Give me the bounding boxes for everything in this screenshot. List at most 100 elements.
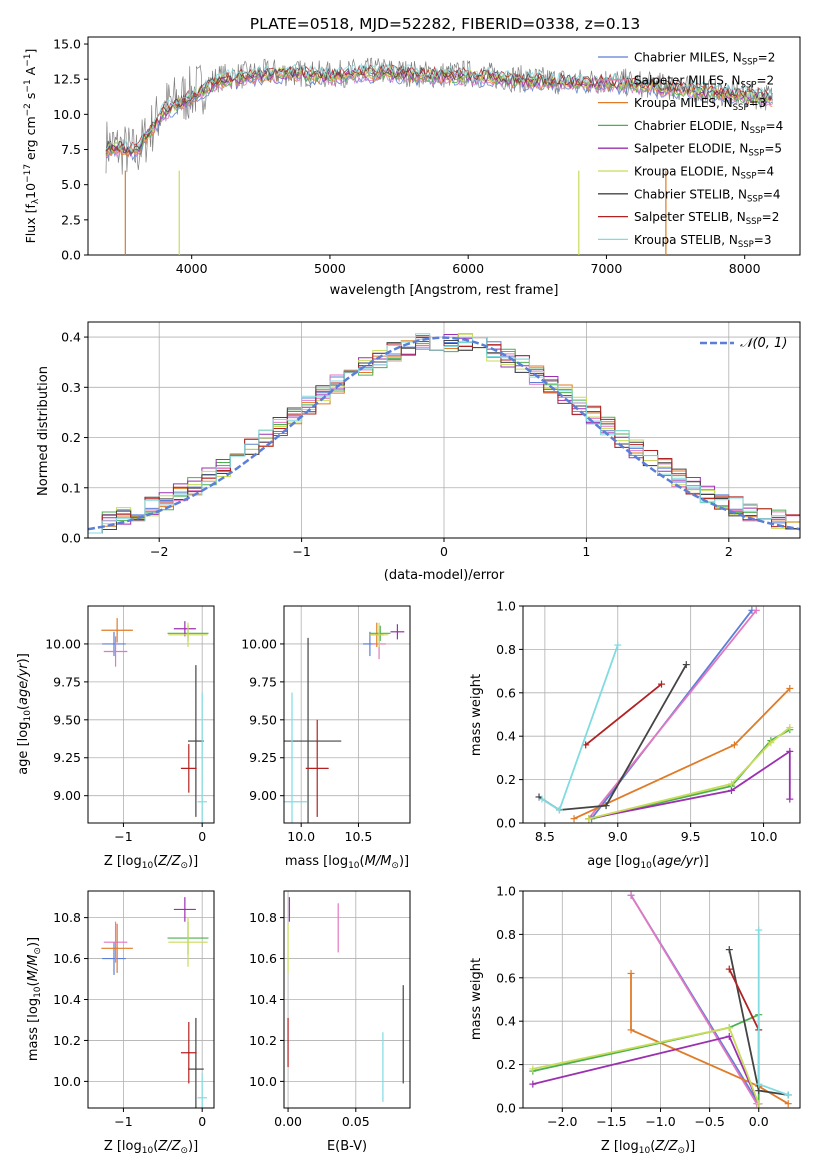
panel-plot-area <box>535 606 794 823</box>
residuals-grid <box>88 322 800 539</box>
legend-entry-label: Salpeter MILES, NSSP=2 <box>634 73 774 90</box>
xtick-label: 9.5 <box>681 829 701 844</box>
figure-title: PLATE=0518, MJD=52282, FIBERID=0338, z=0… <box>250 15 640 33</box>
ytick-label: 9.00 <box>249 788 277 803</box>
xtick-label: 0 <box>198 1114 206 1129</box>
wAge-xlabel: age [log10(age/yr)] <box>587 854 709 871</box>
ageM-xlabel: mass [log10(M/M⊙)] <box>285 854 409 871</box>
residuals-panel: −2 −1 0 1 2 0.0 0.1 0.2 0.3 0.4 𝒩(0, 1) (data-mod… <box>36 321 801 583</box>
spectrum-ytick-label: 2.5 <box>61 212 81 227</box>
legend-entry-label: Salpeter STELIB, NSSP=2 <box>634 210 779 227</box>
model-spectrum-line <box>105 65 773 154</box>
xtick-label: 0.00 <box>274 1114 302 1129</box>
ytick-label: 0.0 <box>496 816 516 831</box>
residuals-xtick-label: 2 <box>725 544 733 559</box>
model-spectrum-line <box>105 70 773 161</box>
residual-histogram <box>88 333 800 534</box>
model-spectrum-line <box>105 68 773 158</box>
panel-plot-area <box>284 622 405 823</box>
spectrum-xtick-label: 7000 <box>591 261 623 276</box>
wZ-xlabel: Z [log10(Z/Z⊙)] <box>601 1139 695 1156</box>
legend-value: =3 <box>754 233 772 247</box>
xtick-label: −1 <box>114 1114 132 1129</box>
xtick-label: −1.0 <box>645 1114 675 1129</box>
ytick-label: 10.2 <box>53 1033 81 1048</box>
ytick-label: 0.4 <box>496 1014 516 1029</box>
ytick-label: 10.00 <box>241 636 277 651</box>
ytick-label: 10.4 <box>249 992 277 1007</box>
legend-value: =4 <box>763 187 781 201</box>
ytick-label: 10.2 <box>249 1033 277 1048</box>
model-spectrum-line <box>105 64 773 153</box>
residuals-xlabel: (data-model)/error <box>384 568 505 583</box>
xtick-label: −2.0 <box>547 1114 577 1129</box>
ytick-label: 9.50 <box>53 712 81 727</box>
mass-vs-Z-panel: −1 0 10.0 10.2 10.4 10.6 10.8 <box>53 890 215 1129</box>
ytick-label: 10.6 <box>249 951 277 966</box>
spectrum-panel: 4000 5000 6000 7000 8000 0.0 2.5 5.0 7.5 10.0 12.5… <box>23 36 801 298</box>
spectrum-xtick-label: 5000 <box>314 261 346 276</box>
ytick-label: 9.25 <box>249 750 277 765</box>
ytick-label: 1.0 <box>496 884 516 899</box>
panel-plot-area <box>101 618 209 823</box>
spectrum-xtick-label: 6000 <box>452 261 484 276</box>
model-spectrum-line <box>105 61 773 152</box>
xtick-label: 9.0 <box>608 829 628 844</box>
weight-line <box>630 894 758 1105</box>
spectrum-lines <box>105 57 773 255</box>
panel-axes <box>522 890 801 1109</box>
ytick-label: 9.00 <box>53 788 81 803</box>
xtick-label: 0.05 <box>342 1114 370 1129</box>
ytick-label: 10.4 <box>53 992 81 1007</box>
spectrum-ytick-label: 0.0 <box>61 248 81 263</box>
age-vs-mass-panel: 10.0 10.5 9.00 9.25 9.50 9.75 10.00 <box>241 605 411 844</box>
residuals-xtick-label: −1 <box>292 544 310 559</box>
legend-subscript: SSP <box>738 240 754 250</box>
xtick-label: 10.0 <box>287 829 315 844</box>
legend-subscript: SSP <box>750 126 766 136</box>
panel-axes <box>283 605 411 824</box>
panel-plot-area <box>287 897 404 1102</box>
spectrum-clipped-group <box>105 57 773 255</box>
ytick-label: 9.25 <box>53 750 81 765</box>
mZ-xlabel: Z [log10(Z/Z⊙)] <box>104 1139 198 1156</box>
weight-line <box>588 726 791 820</box>
xtick-label: 8.5 <box>535 829 555 844</box>
panel-plot-area <box>529 891 792 1108</box>
ytick-label: 0.2 <box>496 1057 516 1072</box>
residuals-xtick-label: −2 <box>150 544 168 559</box>
residuals-xtick-label: 1 <box>582 544 590 559</box>
legend-entry-label: Chabrier STELIB, NSSP=4 <box>634 187 781 204</box>
residuals-ytick-label: 0.0 <box>61 531 81 546</box>
weight-line <box>585 683 663 746</box>
spectrum-ytick-label: 10.0 <box>53 107 81 122</box>
ytick-label: 10.0 <box>249 1074 277 1089</box>
wAge-ylabel: mass weight <box>469 674 484 756</box>
panel-axes <box>87 605 215 824</box>
legend-value: =4 <box>766 119 784 133</box>
ytick-label: 0.0 <box>496 1101 516 1116</box>
residual-histogram <box>88 341 800 534</box>
xtick-label: 10.5 <box>345 829 373 844</box>
residuals-legend: 𝒩(0, 1) <box>700 336 787 351</box>
weight-line <box>757 930 789 1096</box>
legend-value: =4 <box>756 165 774 179</box>
residuals-ytick-label: 0.3 <box>61 380 81 395</box>
weight-line <box>588 749 791 820</box>
legend-value: =2 <box>762 210 780 224</box>
panel-plot-area <box>101 897 209 1108</box>
residuals-histograms <box>87 333 801 534</box>
xtick-label: 0.0 <box>749 1114 769 1129</box>
weight-line <box>532 1026 760 1105</box>
model-spectrum-line <box>105 65 773 154</box>
legend-entry-label: Chabrier MILES, NSSP=2 <box>634 51 775 68</box>
ytick-label: 10.0 <box>53 1074 81 1089</box>
ytick-label: 0.2 <box>496 772 516 787</box>
legend-subscript: SSP <box>733 103 749 113</box>
panel-axes <box>522 605 801 824</box>
xtick-label: −1.5 <box>596 1114 626 1129</box>
weight-line <box>728 968 760 1031</box>
spectrum-ticks: 4000 5000 6000 7000 8000 0.0 2.5 5.0 7.5 10.0 12.5… <box>53 37 760 276</box>
legend-value: =2 <box>756 73 774 87</box>
